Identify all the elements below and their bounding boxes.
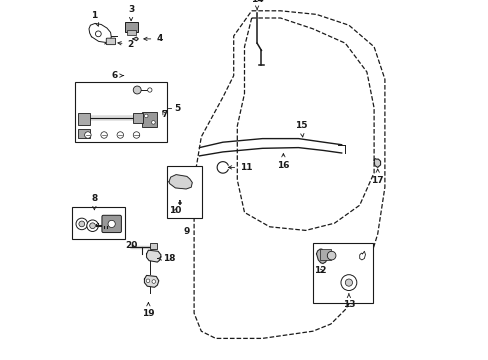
FancyBboxPatch shape — [319, 249, 330, 260]
Circle shape — [326, 251, 335, 260]
Circle shape — [146, 279, 149, 283]
FancyBboxPatch shape — [132, 113, 143, 123]
Text: 12: 12 — [313, 266, 325, 275]
Circle shape — [152, 280, 155, 283]
Bar — [75, 82, 167, 142]
FancyBboxPatch shape — [102, 215, 121, 233]
Polygon shape — [144, 275, 159, 287]
Polygon shape — [373, 158, 380, 167]
FancyBboxPatch shape — [106, 38, 115, 45]
Circle shape — [101, 132, 107, 138]
Text: 14: 14 — [250, 0, 263, 10]
Circle shape — [87, 220, 98, 231]
Text: 3: 3 — [128, 5, 134, 21]
FancyBboxPatch shape — [78, 113, 90, 125]
Text: 18: 18 — [158, 254, 176, 263]
Text: 4: 4 — [143, 34, 163, 43]
Text: 20: 20 — [124, 241, 137, 250]
Bar — [72, 207, 125, 239]
Circle shape — [345, 279, 352, 286]
Circle shape — [76, 218, 87, 230]
Circle shape — [151, 121, 155, 124]
Text: 15: 15 — [295, 121, 307, 137]
Circle shape — [89, 223, 95, 229]
Polygon shape — [168, 175, 192, 189]
Text: 7: 7 — [161, 110, 167, 119]
Text: 13: 13 — [342, 294, 354, 309]
Circle shape — [340, 275, 356, 291]
Polygon shape — [146, 250, 161, 262]
FancyBboxPatch shape — [149, 243, 157, 249]
Circle shape — [144, 114, 148, 118]
Circle shape — [133, 132, 140, 138]
Text: 11: 11 — [228, 163, 252, 172]
Text: 10: 10 — [169, 206, 181, 215]
Text: 19: 19 — [142, 303, 154, 318]
Text: 6: 6 — [112, 71, 123, 80]
FancyBboxPatch shape — [125, 22, 138, 32]
Circle shape — [147, 88, 152, 92]
Bar — [167, 166, 202, 218]
FancyBboxPatch shape — [78, 129, 90, 138]
Circle shape — [84, 132, 91, 138]
Text: 9: 9 — [183, 227, 190, 236]
Text: 1: 1 — [91, 11, 99, 26]
FancyBboxPatch shape — [142, 112, 157, 127]
Polygon shape — [133, 37, 138, 41]
Text: 5: 5 — [174, 104, 180, 112]
FancyBboxPatch shape — [127, 30, 136, 35]
Bar — [312, 243, 373, 303]
Text: 16: 16 — [277, 154, 289, 170]
Circle shape — [108, 220, 115, 228]
Text: 8: 8 — [91, 194, 97, 210]
Circle shape — [117, 132, 123, 138]
Text: 2: 2 — [118, 40, 134, 49]
Polygon shape — [316, 249, 326, 264]
Circle shape — [133, 86, 141, 94]
Circle shape — [79, 221, 84, 227]
Text: 17: 17 — [370, 169, 383, 185]
Circle shape — [95, 31, 101, 37]
